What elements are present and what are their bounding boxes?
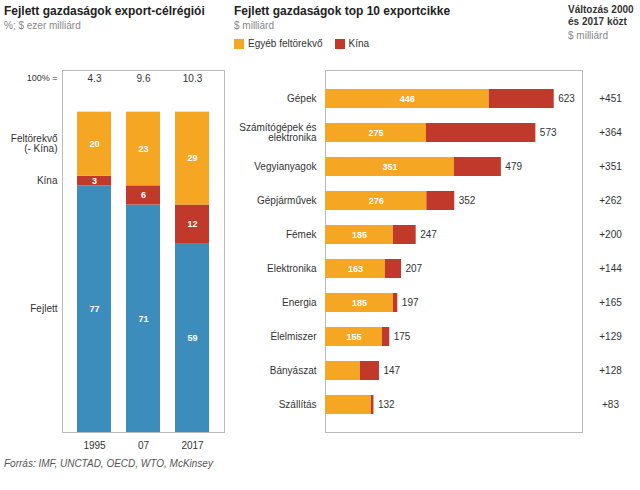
html-text:Egyéb feltörekvő: Egyéb feltörekvő — [248, 38, 323, 49]
svg-text:185: 185 — [352, 230, 367, 240]
svg-text:175: 175 — [394, 331, 411, 342]
html-text:Változás 2000 és 2017 közt: Változás 2000 és 2017 közt — [568, 4, 634, 27]
svg-text:3: 3 — [92, 176, 97, 186]
svg-text:Számítógépek éselektronika: Számítógépek éselektronika — [239, 122, 317, 143]
svg-text:Fejlett: Fejlett — [30, 303, 57, 314]
svg-text:Energia: Energia — [282, 297, 317, 308]
svg-text:Szállítás: Szállítás — [279, 399, 317, 410]
svg-text:4.3: 4.3 — [88, 73, 102, 84]
svg-text:207: 207 — [405, 263, 422, 274]
svg-text:Vegyianyagok: Vegyianyagok — [254, 161, 317, 172]
svg-text:6: 6 — [141, 190, 146, 200]
svg-text:446: 446 — [400, 94, 415, 104]
svg-text:9.6: 9.6 — [137, 73, 151, 84]
svg-text:Gépjárművek: Gépjárművek — [257, 195, 317, 206]
svg-text:23: 23 — [138, 144, 148, 154]
html-text:Forrás: IMF, UNCTAD, OECD, WTO: Forrás: IMF, UNCTAD, OECD, WTO, McKinsey — [4, 458, 213, 469]
svg-text:59: 59 — [187, 333, 197, 343]
svg-text:+83: +83 — [602, 399, 619, 410]
svg-text:197: 197 — [402, 297, 419, 308]
svg-text:1995: 1995 — [83, 440, 106, 451]
html-text:%; $ ezer milliárd: %; $ ezer milliárd — [4, 20, 81, 31]
svg-text:+200: +200 — [599, 229, 622, 240]
svg-text:479: 479 — [505, 161, 522, 172]
svg-text:573: 573 — [540, 127, 557, 138]
svg-text:351: 351 — [382, 162, 397, 172]
svg-text:352: 352 — [459, 195, 476, 206]
svg-text:+262: +262 — [599, 195, 622, 206]
svg-text:07: 07 — [138, 440, 150, 451]
svg-text:20: 20 — [89, 139, 99, 149]
html-text:Fejlett gazdaságok export-célr: Fejlett gazdaságok export-célrégiói — [4, 4, 205, 18]
html-text:$ milliárd: $ milliárd — [568, 30, 608, 41]
svg-text:275: 275 — [368, 128, 383, 138]
svg-text:+364: +364 — [599, 127, 622, 138]
svg-text:Élelmiszer: Élelmiszer — [270, 330, 317, 342]
svg-text:Gépek: Gépek — [287, 93, 317, 104]
svg-text:+129: +129 — [599, 331, 622, 342]
svg-text:247: 247 — [420, 229, 437, 240]
svg-text:Fémek: Fémek — [286, 229, 318, 240]
svg-text:132: 132 — [378, 399, 395, 410]
svg-text:29: 29 — [187, 153, 197, 163]
svg-text:100% =: 100% = — [27, 73, 58, 83]
svg-text:Feltörekvő(- Kína): Feltörekvő(- Kína) — [11, 133, 58, 154]
svg-text:12: 12 — [187, 219, 197, 229]
html-text:Kína: Kína — [348, 38, 370, 49]
svg-text:623: 623 — [558, 93, 575, 104]
svg-text:+451: +451 — [599, 93, 622, 104]
svg-text:+165: +165 — [599, 297, 622, 308]
svg-text:71: 71 — [138, 314, 148, 324]
svg-text:+351: +351 — [599, 161, 622, 172]
svg-text:Bányászat: Bányászat — [270, 365, 317, 376]
svg-text:+128: +128 — [599, 365, 622, 376]
svg-text:77: 77 — [89, 304, 99, 314]
svg-text:+144: +144 — [599, 263, 622, 274]
svg-text:185: 185 — [352, 298, 367, 308]
html-text:Fejlett gazdaságok top 10 expo: Fejlett gazdaságok top 10 exportcikke — [234, 4, 451, 18]
svg-text:163: 163 — [348, 264, 363, 274]
svg-text:Elektronika: Elektronika — [267, 263, 317, 274]
svg-text:155: 155 — [346, 332, 361, 342]
svg-text:2017: 2017 — [181, 440, 204, 451]
svg-text:Kína: Kína — [37, 175, 58, 186]
svg-text:276: 276 — [369, 196, 384, 206]
svg-text:10.3: 10.3 — [183, 73, 203, 84]
html-text:$ milliárd: $ milliárd — [234, 20, 274, 31]
svg-text:147: 147 — [383, 365, 400, 376]
